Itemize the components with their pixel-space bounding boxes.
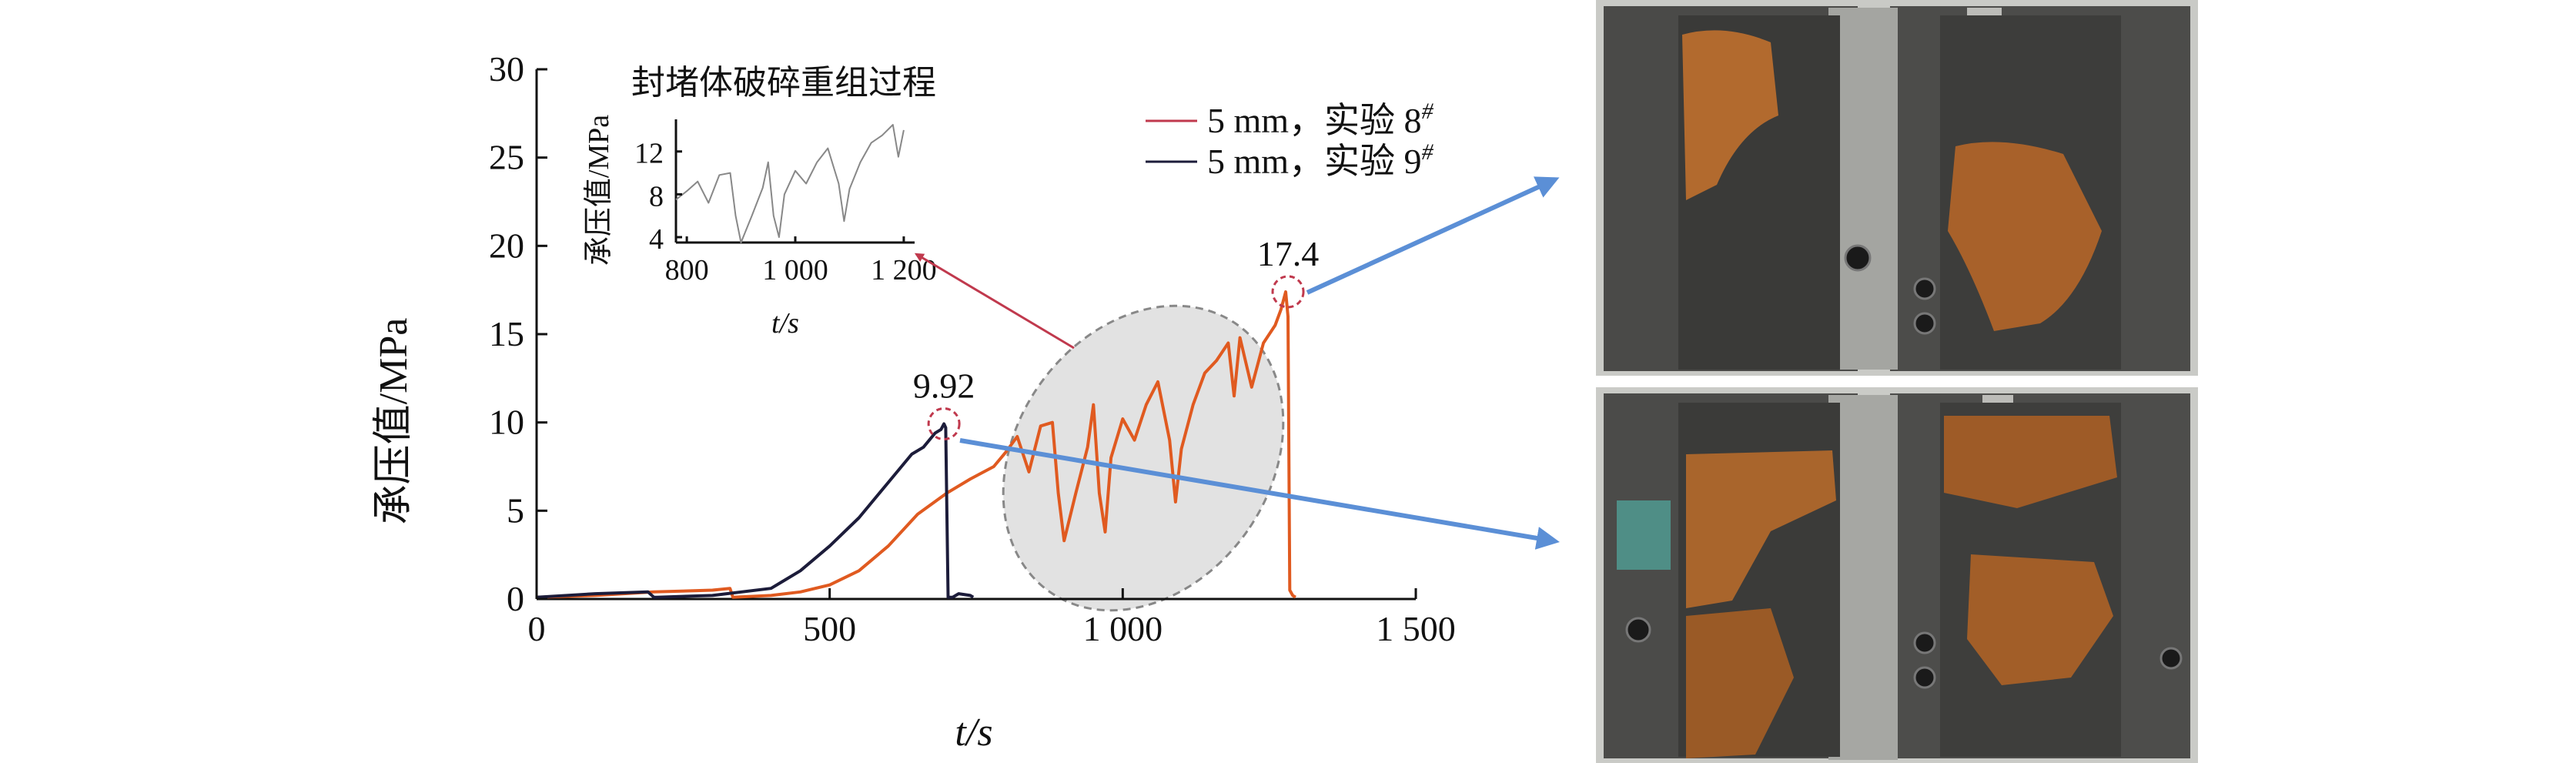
y-axis-title: 承压值/MPa: [372, 318, 416, 525]
x-axis-title: t/s: [955, 711, 992, 755]
main-series: [536, 290, 1296, 599]
inset-x-axis-title: t/s: [771, 307, 799, 340]
legend-label-exp9-text: 5 mm，实验 9: [1207, 142, 1422, 181]
y-tick-label: 5: [507, 490, 524, 530]
x-tick-label: 0: [528, 609, 546, 648]
y-tick-label: 30: [489, 49, 524, 89]
specimen-photo-top: [1596, 0, 2198, 376]
inset-series: [675, 124, 905, 243]
y-tick-label: 4: [649, 223, 664, 256]
y-tick-label: 0: [507, 579, 524, 618]
inset-ticks: 800 1 000 1 200 4 8 12: [634, 138, 937, 286]
series-line-0: [536, 290, 1296, 599]
series-line-0: [675, 124, 905, 243]
y-tick-label: 25: [489, 138, 524, 177]
peak-circle-1: [927, 407, 961, 441]
x-tick-label: 1 000: [762, 254, 828, 286]
x-tick-label: 1 000: [1083, 609, 1163, 648]
highlight-ellipse: [1002, 304, 1285, 612]
inset-y-axis-title: 承压值/MPa: [583, 115, 615, 266]
peak-label-0: 17.4: [1257, 234, 1320, 273]
arrow-to-top-photo: [1306, 176, 1560, 295]
legend-label-exp9-sup: #: [1422, 139, 1434, 165]
inset-title: 封堵体破碎重组过程: [631, 64, 936, 102]
y-tick-label: 10: [489, 403, 524, 442]
legend-label-exp9: 5 mm，实验 9#: [1207, 139, 1434, 181]
x-tick-label: 1 200: [871, 254, 937, 286]
specimen-photo-bottom: [1596, 387, 2198, 763]
legend-label-exp8-sup: #: [1422, 99, 1434, 124]
inset-pointer-arrow: [914, 253, 1075, 350]
legend: 5 mm，实验 8# 5 mm，实验 9#: [1146, 99, 1434, 181]
x-tick-label: 1 500: [1376, 609, 1456, 648]
legend-label-exp8-text: 5 mm，实验 8: [1207, 101, 1422, 140]
main-ticks: 0 500 1 000 1 500 0 5 10 15 20 25 30: [489, 49, 1456, 648]
x-axis-title-text: t/s: [955, 711, 992, 755]
series-line-1: [536, 422, 975, 599]
y-tick-label: 12: [634, 138, 664, 170]
peak-markers: 17.4 9.92: [913, 234, 1320, 441]
x-tick-label: 800: [665, 254, 709, 286]
legend-label-exp8: 5 mm，实验 8#: [1207, 99, 1434, 140]
x-tick-label: 500: [803, 609, 856, 648]
y-tick-label: 20: [489, 226, 524, 265]
y-tick-label: 15: [489, 314, 524, 353]
peak-circle-0: [1271, 275, 1305, 309]
y-tick-label: 8: [649, 180, 664, 213]
arrow-to-bottom-photo: [959, 438, 1560, 550]
peak-label-1: 9.92: [913, 366, 975, 406]
